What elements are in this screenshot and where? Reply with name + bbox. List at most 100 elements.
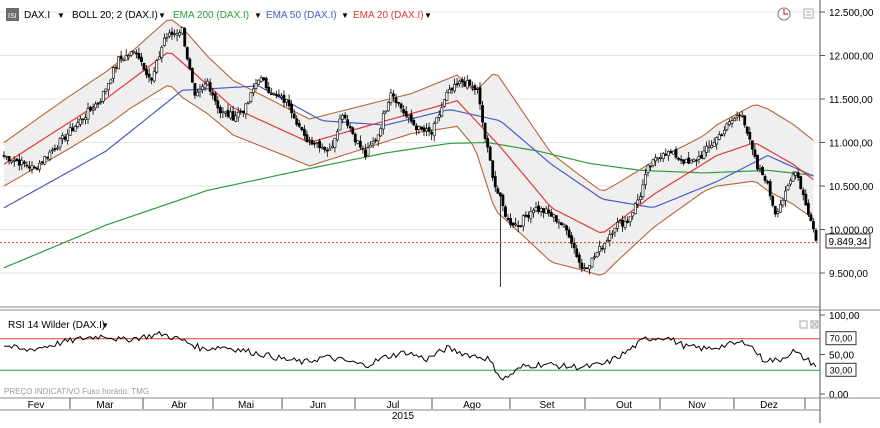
candle-body — [366, 147, 370, 156]
candle-body — [796, 172, 800, 178]
candle-body — [94, 103, 98, 109]
candle-body — [598, 246, 602, 252]
candle-body — [45, 156, 49, 159]
candle-body — [17, 159, 21, 166]
candle-body — [659, 157, 663, 159]
candle-body — [776, 210, 780, 214]
indicator-boll-label[interactable]: BOLL 20; 2 (DAX.I) — [72, 10, 158, 21]
candle-body — [644, 173, 647, 186]
indicator-ema20-label[interactable]: EMA 20 (DAX.I) — [353, 10, 424, 21]
candle-body — [610, 232, 614, 235]
candle-body — [104, 88, 108, 92]
candle-body — [305, 134, 309, 143]
candle-body — [101, 90, 105, 102]
rsi-label[interactable]: RSI 14 Wilder (DAX.I) — [8, 320, 105, 331]
candle-body — [521, 215, 525, 227]
candle-body — [476, 88, 479, 90]
candle-body — [330, 145, 334, 149]
candle-body — [364, 149, 367, 158]
candle-body — [692, 158, 696, 162]
candle-body — [198, 88, 202, 93]
candle-body — [53, 148, 57, 151]
candle-body — [789, 180, 792, 185]
candle-body — [750, 140, 754, 150]
rsi-dropdown-icon[interactable]: ▼ — [101, 321, 109, 330]
candle-body — [486, 138, 490, 148]
footer-note: PREÇO INDICATIVO Fuso horário: TMG — [4, 387, 149, 396]
candle-body — [420, 126, 423, 130]
year-label: 2015 — [392, 411, 415, 422]
candle-body — [666, 150, 670, 157]
chart-type-icon[interactable] — [6, 8, 19, 21]
candle-body — [468, 79, 472, 86]
candle-body — [61, 135, 64, 139]
candle-body — [613, 227, 617, 233]
candle-body — [427, 127, 431, 132]
price-tick-label: 10.500,00 — [829, 182, 874, 193]
candle-body — [196, 91, 199, 97]
candle-body — [35, 167, 39, 170]
candle-body — [404, 111, 408, 117]
rsi-tick-label: 100,00 — [829, 311, 860, 322]
price-tick-label: 9.500,00 — [829, 269, 868, 280]
candle-body — [124, 55, 128, 61]
svg-text:ISI: ISI — [8, 13, 17, 20]
candle-body — [183, 28, 187, 47]
candle-body — [707, 145, 711, 148]
month-label: Jul — [387, 400, 400, 411]
candle-body — [669, 151, 673, 154]
panel-menu-icon[interactable] — [803, 8, 814, 19]
candle-body — [791, 174, 795, 182]
candle-body — [134, 52, 138, 55]
candle-body — [646, 164, 650, 173]
candle-body — [534, 207, 538, 212]
candle-body — [277, 94, 281, 97]
rsi-tick-label: 50,00 — [829, 351, 854, 362]
indicator-ema200-dropdown-icon[interactable]: ▼ — [254, 11, 262, 20]
rsi-level-badge — [825, 362, 857, 377]
indicator-ema50-label[interactable]: EMA 50 (DAX.I) — [266, 10, 337, 21]
indicator-ema50-dropdown-icon[interactable]: ▼ — [341, 11, 349, 20]
clock-icon[interactable] — [777, 7, 791, 21]
month-label: Mar — [96, 400, 114, 411]
indicator-ema200-label[interactable]: EMA 200 (DAX.I) — [173, 10, 249, 21]
candle-body — [12, 160, 16, 162]
month-label: Jun — [310, 400, 326, 411]
candle-body — [399, 103, 403, 109]
symbol-label[interactable]: DAX.I — [24, 10, 50, 21]
candle-body — [348, 126, 352, 129]
candle-body — [168, 32, 171, 37]
candle-body — [735, 115, 739, 118]
ema-line — [3, 141, 814, 269]
candle-body — [766, 181, 770, 184]
candle-body — [575, 248, 579, 257]
candle-body — [537, 205, 540, 212]
candle-body — [165, 37, 169, 39]
month-label: Nov — [688, 400, 706, 411]
indicator-boll-dropdown-icon[interactable]: ▼ — [158, 11, 166, 20]
candle-body — [239, 110, 243, 113]
candle-body — [376, 134, 380, 142]
rsi-panel-icons[interactable] — [799, 320, 819, 329]
indicator-ema20-dropdown-icon[interactable]: ▼ — [424, 11, 432, 20]
candle-body — [442, 99, 446, 107]
candle-body — [544, 208, 548, 214]
candle-body — [725, 123, 729, 130]
candle-body — [394, 97, 398, 103]
candle-body — [547, 209, 551, 214]
month-label: Mai — [238, 400, 254, 411]
candle-body — [626, 220, 630, 223]
candle-body — [784, 190, 787, 201]
candle-body — [745, 126, 749, 134]
symbol-dropdown-icon[interactable]: ▼ — [57, 11, 65, 20]
candle-body — [768, 181, 772, 197]
candle-body — [190, 68, 194, 83]
candle-body — [40, 161, 44, 164]
candle-body — [621, 219, 624, 227]
candle-body — [259, 77, 263, 82]
candle-body — [623, 221, 627, 228]
month-label: Fev — [28, 400, 45, 411]
candle-body — [218, 107, 222, 114]
candle-body — [10, 160, 14, 163]
